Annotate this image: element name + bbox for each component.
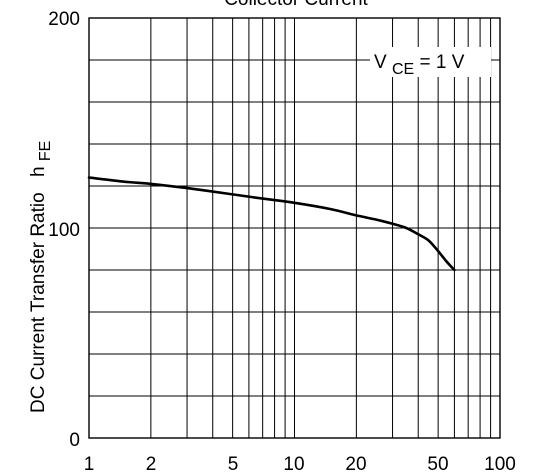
vce-symbol: V — [374, 52, 387, 73]
annotation-background — [370, 47, 491, 77]
x-tick-label-1: 1 — [84, 454, 95, 474]
series-line — [87, 176, 456, 272]
x-tick-label-20: 20 — [345, 454, 366, 474]
y-axis-title-symbol: h — [28, 166, 49, 177]
x-tick-label-50: 50 — [427, 454, 448, 474]
chart-title: Collector Current — [224, 0, 368, 10]
y-axis-title-main: DC Current Transfer Ratio — [28, 192, 49, 413]
y-tick-label-0: 0 — [69, 430, 80, 451]
y-tick-label-100: 100 — [48, 220, 80, 241]
vce-annotation: V CE = 1 V — [374, 52, 465, 79]
grid — [89, 18, 500, 438]
x-tick-label-5: 5 — [228, 454, 239, 474]
vce-subscript: CE — [392, 61, 414, 78]
vce-value: = 1 V — [419, 52, 464, 73]
plot-frame — [88, 17, 501, 439]
y-axis-title-subscript: FE — [37, 141, 54, 161]
y-axis-title: DC Current Transfer Ratio h FE — [28, 141, 54, 413]
x-tick-label-10: 10 — [283, 454, 304, 474]
x-tick-label-100: 100 — [484, 454, 516, 474]
y-tick-label-200: 200 — [48, 9, 80, 30]
x-tick-label-2: 2 — [146, 454, 157, 474]
